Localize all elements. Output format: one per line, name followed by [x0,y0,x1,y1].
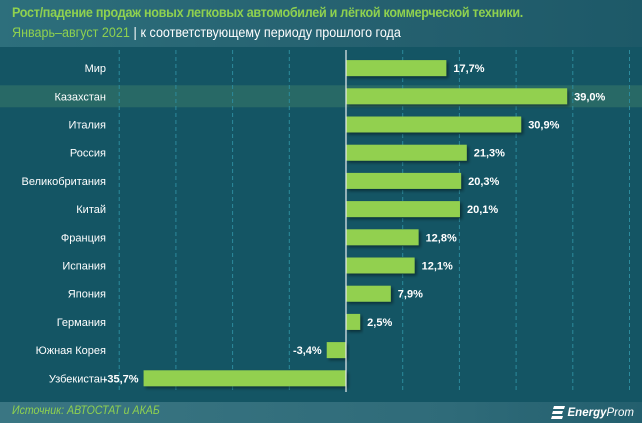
category-label: Италия [69,120,107,132]
bar [346,229,419,246]
source-note: Источник: АВТОСТАТ и АКАБ [12,405,160,417]
chart-footer: Источник: АВТОСТАТ и АКАБ EnergyProm [0,402,642,423]
chart-subtitle: Январь–август 2021 | к соответствующему пе… [12,25,401,40]
energyprom-logo: EnergyProm [550,405,634,420]
value-label: 30,9% [528,120,559,132]
value-label: 20,3% [468,176,499,188]
category-label: Россия [70,148,106,160]
logo-text: EnergyProm [567,406,634,419]
bar [346,172,462,189]
bar [346,257,415,274]
value-label: -35,7% [104,373,139,385]
bar [346,88,568,105]
comparison-label: к соответствующему периоду прошлого года [140,25,401,40]
logo-icon [550,406,565,419]
bar [326,342,346,359]
value-label: 12,1% [422,261,453,273]
category-label: Япония [68,289,106,301]
category-label: Узбекистан [49,373,106,385]
bar [346,116,522,133]
category-label: Великобритания [22,176,107,188]
category-label: Германия [57,317,106,329]
value-label: 17,7% [453,63,484,75]
bar-chart: Мир 17,7% Казахстан 39,0% Италия 30,9% Россия 2… [0,47,642,402]
category-label: Южная Корея [36,345,106,357]
chart-header: Рост/падение продаж новых легковых автом… [0,0,642,47]
category-label: Казахстан [54,91,106,103]
category-label: Китай [76,204,106,216]
chart-svg: Мир 17,7% Казахстан 39,0% Италия 30,9% Россия 2… [0,50,642,392]
bar [143,370,346,387]
chart-title: Рост/падение продаж новых легковых автом… [12,5,524,20]
title-separator: | [133,25,137,40]
bar [346,313,361,330]
value-label: 12,8% [426,232,457,244]
value-label: 39,0% [574,91,605,103]
bar [346,285,391,302]
value-label: 7,9% [398,289,423,301]
period-label: Январь–август 2021 [12,25,130,40]
value-label: -3,4% [293,345,322,357]
value-label: 20,1% [467,204,498,216]
bar [346,144,467,161]
category-label: Мир [85,63,106,75]
value-label: 21,3% [474,148,505,160]
bar [346,201,460,218]
bar [346,60,447,77]
category-label: Франция [61,232,106,244]
category-label: Испания [62,261,106,273]
value-label: 2,5% [367,317,392,329]
